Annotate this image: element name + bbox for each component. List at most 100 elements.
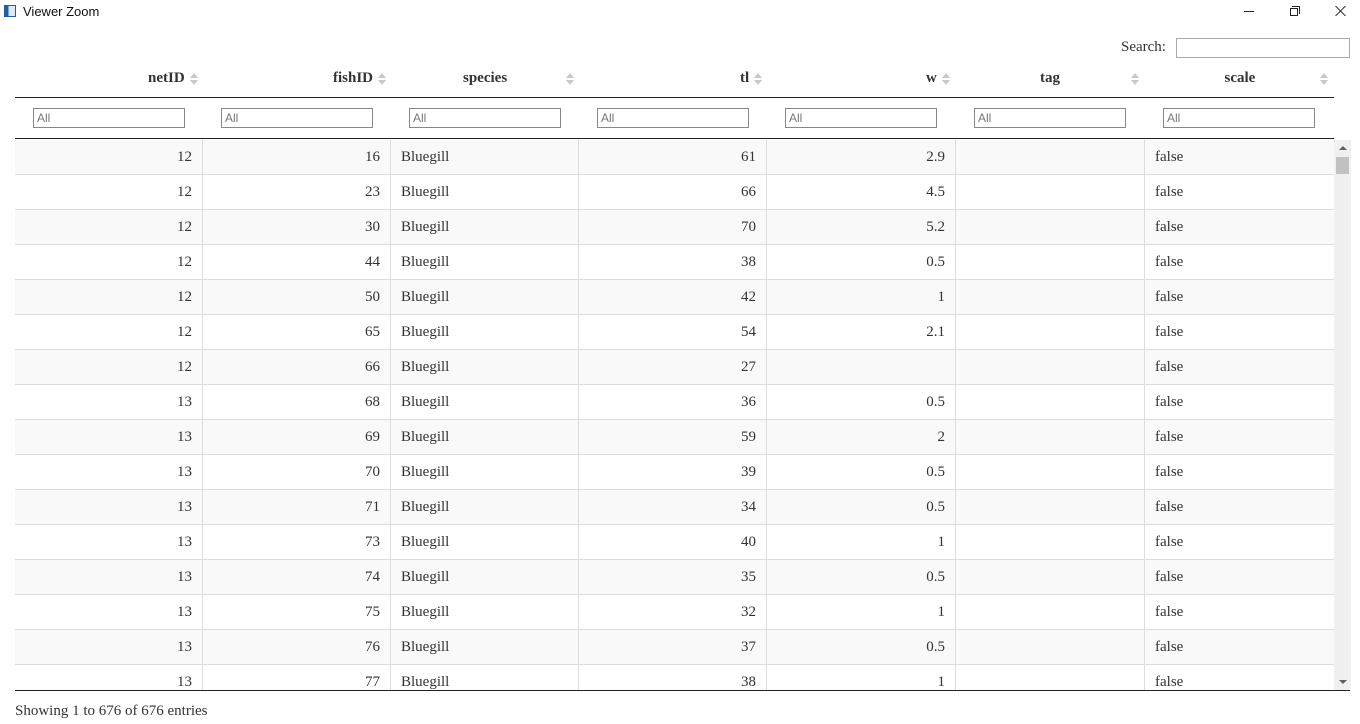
cell-netid: 12 [15,350,203,384]
sort-arrows-icon[interactable] [754,73,762,85]
table-row[interactable]: 12 23 Bluegill 66 4.5 false [15,175,1334,210]
cell-species: Bluegill [391,490,579,524]
table-row[interactable]: 13 74 Bluegill 35 0.5 false [15,560,1334,595]
cell-tag [956,280,1145,314]
cell-tl: 35 [579,560,767,594]
maximize-button[interactable] [1272,0,1318,22]
table-row[interactable]: 13 69 Bluegill 59 2 false [15,420,1334,455]
cell-netid: 13 [15,525,203,559]
column-header-scale[interactable]: scale [1145,60,1334,97]
column-header-label: species [463,70,508,86]
cell-netid: 13 [15,595,203,629]
table-row[interactable]: 13 70 Bluegill 39 0.5 false [15,455,1334,490]
column-header-label: scale [1224,70,1256,86]
cell-w: 0.5 [767,385,956,419]
table-row[interactable]: 13 76 Bluegill 37 0.5 false [15,630,1334,665]
cell-tl: 32 [579,595,767,629]
cell-netid: 12 [15,245,203,279]
sort-arrows-icon[interactable] [1320,73,1328,85]
cell-netid: 13 [15,665,203,690]
cell-w: 0.5 [767,560,956,594]
filter-input-tag[interactable] [974,108,1126,128]
table-row[interactable]: 13 68 Bluegill 36 0.5 false [15,385,1334,420]
table-row[interactable]: 12 16 Bluegill 61 2.9 false [15,140,1334,175]
table-row[interactable]: 12 66 Bluegill 27 false [15,350,1334,385]
table-row[interactable]: 13 71 Bluegill 34 0.5 false [15,490,1334,525]
table-row[interactable]: 12 65 Bluegill 54 2.1 false [15,315,1334,350]
cell-w: 0.5 [767,630,956,664]
filter-input-tl[interactable] [597,108,749,128]
cell-tag [956,245,1145,279]
sort-arrows-icon[interactable] [190,73,198,85]
cell-scale: false [1155,429,1184,445]
close-button[interactable] [1318,0,1360,22]
cell-w: 1 [767,665,956,690]
cell-tl: 59 [579,420,767,454]
filter-input-netid[interactable] [33,108,185,128]
cell-tl: 54 [579,315,767,349]
cell-fishid: 70 [203,455,391,489]
column-header-label: tl [740,70,750,86]
cell-tag [956,385,1145,419]
cell-netid: 13 [15,455,203,489]
column-header-species[interactable]: species [391,60,579,97]
app-window-icon [4,5,16,17]
vertical-scrollbar[interactable] [1334,140,1351,690]
cell-fishid: 73 [203,525,391,559]
table-row[interactable]: 13 73 Bluegill 40 1 false [15,525,1334,560]
cell-w: 1 [767,280,956,314]
table-row[interactable]: 12 50 Bluegill 42 1 false [15,280,1334,315]
sort-arrows-icon[interactable] [566,73,574,85]
cell-tl: 66 [579,175,767,209]
cell-netid: 13 [15,420,203,454]
cell-fishid: 76 [203,630,391,664]
cell-fishid: 69 [203,420,391,454]
filter-input-fishid[interactable] [221,108,373,128]
table-row[interactable]: 13 77 Bluegill 38 1 false [15,665,1334,690]
column-header-w[interactable]: w [767,60,956,97]
table-row[interactable]: 12 30 Bluegill 70 5.2 false [15,210,1334,245]
cell-fishid: 30 [203,210,391,244]
scroll-thumb[interactable] [1336,157,1349,174]
cell-tl: 38 [579,665,767,690]
cell-scale: false [1155,639,1184,655]
search-input[interactable] [1176,38,1350,58]
column-header-netid[interactable]: netID [15,60,203,97]
cell-scale: false [1155,149,1184,165]
scroll-up-arrow-icon[interactable] [1334,140,1351,157]
cell-netid: 12 [15,315,203,349]
cell-w: 0.5 [767,245,956,279]
cell-tag [956,455,1145,489]
column-header-tag[interactable]: tag [956,60,1145,97]
cell-scale: false [1155,499,1184,515]
cell-w: 5.2 [767,210,956,244]
cell-w: 4.5 [767,175,956,209]
cell-species: Bluegill [391,455,579,489]
cell-tag [956,210,1145,244]
filter-input-scale[interactable] [1163,108,1315,128]
cell-scale: false [1155,219,1184,235]
cell-tl: 39 [579,455,767,489]
table-header: netID fishID species tl w tag scale [15,60,1334,98]
table-row[interactable]: 12 44 Bluegill 38 0.5 false [15,245,1334,280]
table-row[interactable]: 13 75 Bluegill 32 1 false [15,595,1334,630]
cell-species: Bluegill [391,665,579,690]
sort-arrows-icon[interactable] [378,73,386,85]
cell-species: Bluegill [391,280,579,314]
sort-arrows-icon[interactable] [1131,73,1139,85]
column-header-fishid[interactable]: fishID [203,60,391,97]
filter-input-w[interactable] [785,108,937,128]
cell-scale: false [1155,464,1184,480]
minimize-button[interactable] [1226,0,1272,22]
filter-input-species[interactable] [409,108,561,128]
close-icon [1335,5,1347,17]
cell-fishid: 74 [203,560,391,594]
scroll-down-arrow-icon[interactable] [1334,673,1351,690]
cell-tl: 42 [579,280,767,314]
sort-arrows-icon[interactable] [942,73,950,85]
cell-tl: 61 [579,140,767,174]
column-header-tl[interactable]: tl [579,60,767,97]
cell-scale: false [1155,254,1184,270]
cell-tag [956,140,1145,174]
cell-tag [956,350,1145,384]
